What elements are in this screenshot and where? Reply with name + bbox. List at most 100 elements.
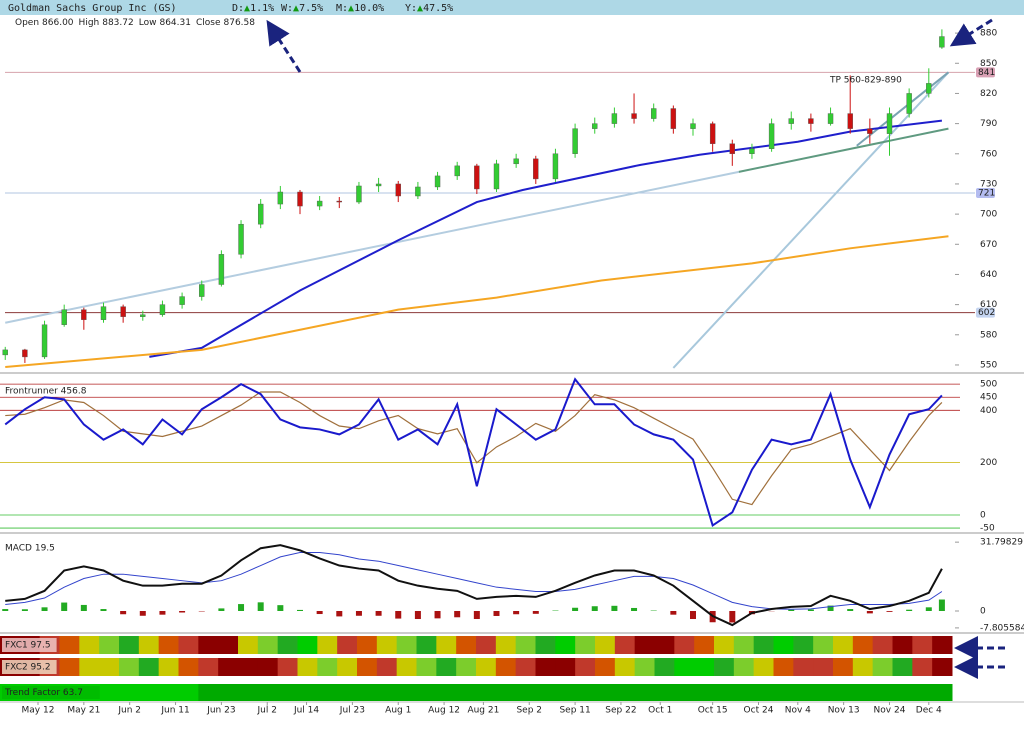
heat-cell [714,684,735,701]
heat-cell [436,658,457,676]
heat-cell [79,636,100,654]
x-tick-label: Aug 1 [385,706,411,716]
x-tick-label: Nov 4 [785,706,811,716]
candle-body [238,223,244,255]
candle-body [100,306,107,320]
heat-cell [218,636,239,654]
x-tick-label: May 21 [67,706,100,716]
candle-body [179,296,185,305]
candle-body [297,191,303,207]
heat-cell [733,684,755,701]
histogram-bar [513,610,520,615]
heat-cell [733,636,755,654]
heat-cell [138,658,160,676]
heat-cell [436,636,457,654]
row-label-box [2,660,57,674]
heat-cell [238,636,259,654]
candle-body [749,148,755,154]
heat-cell [297,636,318,654]
candle-body [572,128,578,154]
x-tick-label: Jun 23 [206,706,235,716]
change-label: D: [232,3,244,14]
heat-cell [119,658,140,676]
heat-cell [535,636,556,654]
histogram-bar [238,604,245,611]
heat-cell [634,658,655,676]
candle-body [474,165,480,190]
histogram-bar [41,607,48,611]
indicator-line [4,377,943,528]
candle-body [729,143,735,154]
candle-body [690,123,696,129]
candle-body [631,113,637,119]
heat-cell [376,684,398,701]
candle-body [886,113,893,134]
heat-cell [535,658,556,676]
histogram-bar [218,608,225,611]
histogram-bar [296,609,303,611]
panel-title: MACD 19.5 [5,544,55,554]
candle-body [788,118,794,124]
heat-cell [555,658,576,676]
candle-body [61,309,67,325]
heat-cell [138,636,160,654]
heat-cell [198,658,219,676]
candle-body [611,113,618,124]
quote: Open 866.00 High 883.72 Low 864.31 Close 876.58 [15,18,255,28]
heat-cell [892,636,913,654]
histogram-bar [434,610,441,619]
x-tick-label: Aug 12 [428,706,460,716]
row-label: FXC1 97.5 [5,641,51,651]
histogram-bar [532,610,539,614]
candle-body [2,349,8,356]
heat-cell [694,684,715,701]
heat-cell [912,658,933,676]
candle-body [670,108,677,129]
candle-body [867,128,873,134]
change: Y:▲47.5% [405,3,453,14]
heat-cell [733,658,755,676]
y-tick-label: 730 [980,179,997,189]
heat-cell [575,684,596,701]
x-tick-label: Dec 4 [916,706,942,716]
heat-cell [495,658,517,676]
y-tick-label: 700 [980,210,997,220]
heat-cell [178,658,199,676]
heat-cell [119,684,140,701]
candle-body [277,191,284,205]
heat-cell [476,684,497,701]
heat-cell [714,658,735,676]
heat-cell [158,658,179,676]
candle-body [356,185,362,203]
indicator-line [5,391,943,506]
histogram-bar [100,609,107,611]
histogram-bar [21,609,28,611]
x-tick-label: Sep 2 [516,706,542,716]
histogram-bar [631,607,638,611]
heat-cell [634,636,655,654]
heat-cell [575,658,596,676]
candle-body [552,153,559,180]
header-bar [0,0,1024,15]
heat-cell [158,636,179,654]
candle-body [257,203,264,225]
histogram-bar [788,609,795,611]
heat-cell [99,636,120,654]
histogram-bar [886,610,893,612]
heat-cell [277,636,298,654]
heat-cell [456,684,477,701]
y-tick-label: -7.805584 [980,623,1024,633]
trendline [5,170,740,324]
quote-value: 883.72 [102,18,134,28]
y-tick-label: 790 [980,119,997,129]
change-label: Y: [405,3,417,14]
quote-value: 866.00 [42,18,74,28]
heat-cell [337,684,358,701]
heat-cell [317,636,338,654]
histogram-bar [611,605,618,611]
histogram-bar [493,610,500,616]
row-label: FXC2 95.2 [5,663,51,673]
change-value: 1.1% [250,3,274,14]
candle-body [81,309,87,320]
